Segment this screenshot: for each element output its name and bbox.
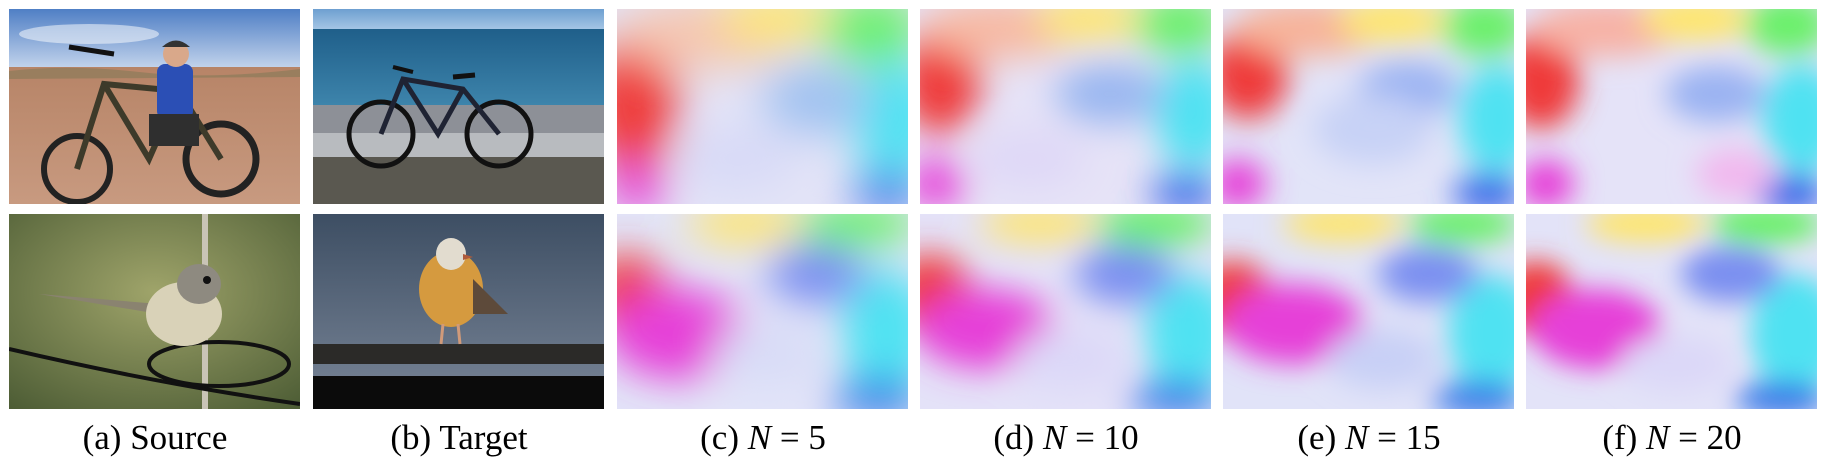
flow-map-n5-row1 [617,9,908,204]
caption-n20-prefix: (f) [1602,418,1647,457]
caption-target: (b) Target [309,420,609,455]
caption-n5-prefix: (c) [700,418,748,457]
target-image-bike [313,9,604,204]
source-image-bike [9,9,300,204]
caption-n20-var: N [1646,418,1670,457]
caption-source: (a) Source [5,420,305,455]
target-image-bird [313,214,604,409]
caption-n5: (c) N = 5 [613,420,913,455]
caption-n15: (e) N = 15 [1219,420,1519,455]
caption-n10: (d) N = 10 [916,420,1216,455]
caption-n10-suffix: = 10 [1066,418,1139,457]
flow-map-n15-row2 [1223,214,1514,409]
caption-n5-suffix: = 5 [771,418,826,457]
caption-n10-prefix: (d) [993,418,1043,457]
flow-map-n5-row2 [617,214,908,409]
caption-n5-var: N [747,418,772,457]
caption-n15-var: N [1345,418,1369,457]
caption-source-text: (a) Source [82,418,228,457]
flow-map-n20-row2 [1526,214,1817,409]
caption-n15-suffix: = 15 [1368,418,1441,457]
caption-target-text: (b) Target [390,418,528,457]
source-image-bird [9,214,300,409]
caption-n10-var: N [1042,418,1067,457]
caption-n20-suffix: = 20 [1669,418,1742,457]
flow-map-n10-row2 [920,214,1211,409]
caption-n20: (f) N = 20 [1522,420,1822,455]
flow-map-n10-row1 [920,9,1211,204]
caption-n15-prefix: (e) [1297,418,1345,457]
flow-map-n15-row1 [1223,9,1514,204]
flow-map-n20-row1 [1526,9,1817,204]
